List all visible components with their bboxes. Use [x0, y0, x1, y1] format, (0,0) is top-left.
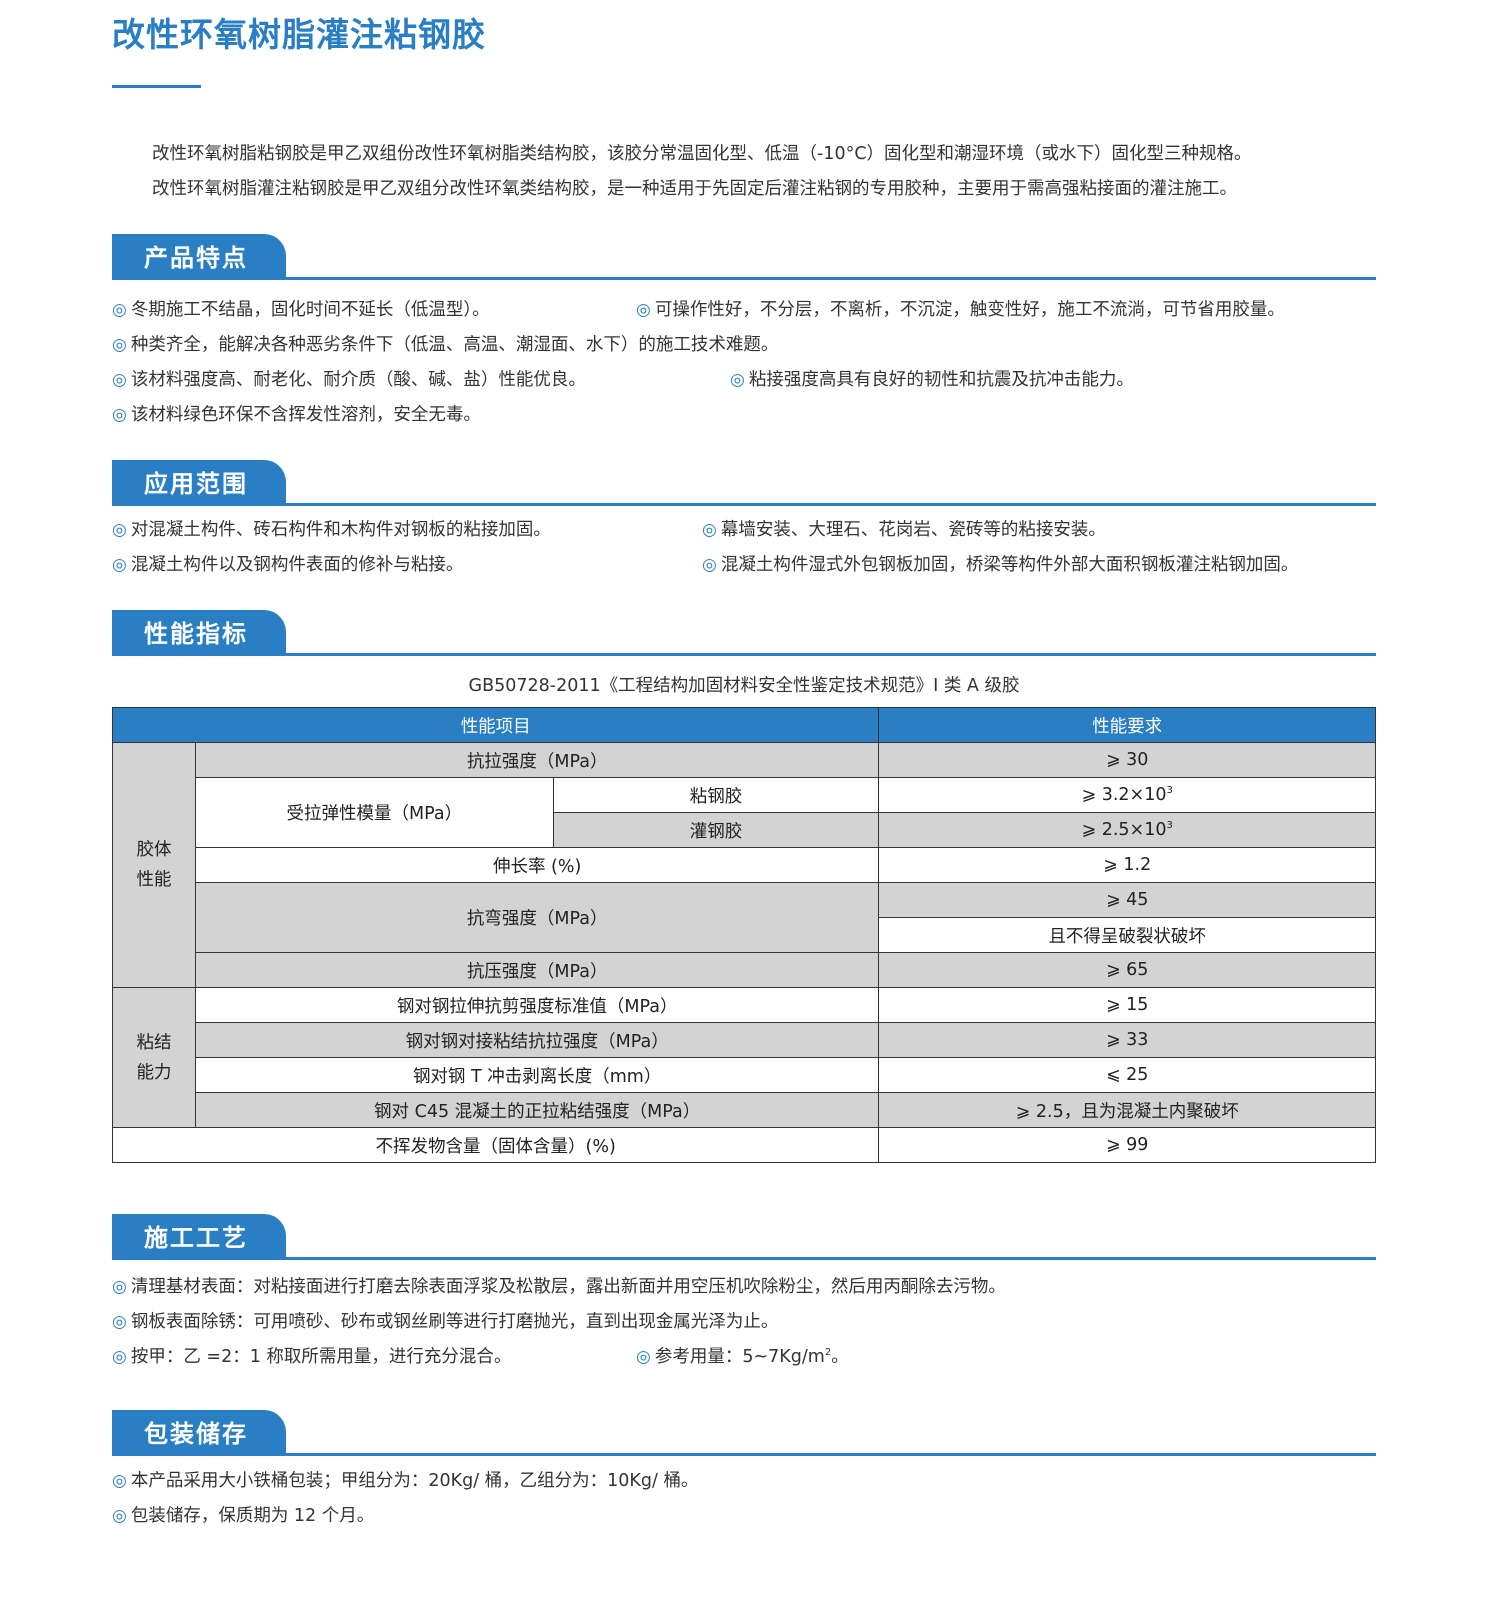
- list-item: ◎ 清理基材表面：对粘接面进行打磨去除表面浮浆及松散层，露出新面并用空压机吹除粉尘…: [112, 1277, 1006, 1297]
- section-header-features: 产品特点: [112, 234, 1376, 280]
- table-header-row: 性能项目 性能要求: [111, 707, 1376, 743]
- bullet-icon: ◎: [112, 520, 127, 540]
- table-row: 抗弯强度（MPa） ⩾ 45: [112, 882, 1376, 953]
- table-row: 胶体 性能 抗拉强度（MPa） ⩾ 30: [112, 742, 1376, 988]
- list-item: ◎ 种类齐全，能解决各种恶劣条件下（低温、高温、潮湿面、水下）的施工技术难题。: [112, 335, 779, 355]
- table-row: 不挥发物含量（固体含量）(%) ⩾ 99: [111, 1127, 1376, 1163]
- page-title: 改性环氧树脂灌注粘钢胶: [112, 15, 486, 54]
- list-item: ◎ 冬期施工不结晶，固化时间不延长（低温型）。: [112, 300, 490, 320]
- list-item: ◎ 包装储存，保质期为 12 个月。: [112, 1506, 375, 1526]
- bullet-icon: ◎: [112, 1347, 127, 1367]
- list-item: ◎ 可操作性好，不分层，不离析，不沉淀，触变性好，施工不流淌，可节省用胶量。: [636, 300, 1285, 320]
- bullet-icon: ◎: [636, 300, 651, 320]
- section-header-packaging: 包装储存: [112, 1410, 1376, 1456]
- list-item: ◎ 按甲：乙 =2：1 称取所需用量，进行充分混合。: [112, 1347, 512, 1367]
- bullet-icon: ◎: [112, 335, 127, 355]
- table-row: 钢对 C45 混凝土的正拉粘结强度（MPa） ⩾ 2.5，且为混凝土内聚破坏: [112, 1092, 1376, 1128]
- list-item: ◎ 参考用量：5~7Kg/m2。: [636, 1347, 849, 1367]
- intro-paragraph-1: 改性环氧树脂粘钢胶是甲乙双组份改性环氧树脂类结构胶，该胶分常温固化型、低温（-1…: [152, 144, 1252, 164]
- table-row: 受拉弹性模量（MPa） 粘钢胶 ⩾ 3.2×103: [113, 777, 1376, 848]
- list-item: ◎ 钢板表面除锈：可用喷砂、砂布或钢丝刷等进行打磨抛光，直到出现金属光泽为止。: [112, 1312, 779, 1332]
- section-title: 包装储存: [112, 1410, 286, 1454]
- section-header-construction: 施工工艺: [112, 1214, 1376, 1260]
- section-title: 施工工艺: [112, 1214, 286, 1258]
- list-item: ◎ 该材料强度高、耐老化、耐介质（酸、碱、盐）性能优良。: [112, 370, 586, 390]
- bullet-icon: ◎: [112, 370, 127, 390]
- table-row: 粘结 能力 钢对钢拉伸抗剪强度标准值（MPa） ⩾ 15: [112, 987, 1376, 1128]
- bullet-icon: ◎: [112, 1277, 127, 1297]
- section-title: 应用范围: [112, 460, 286, 504]
- list-item: ◎ 本产品采用大小铁桶包装；甲组分为：20Kg/ 桶，乙组分为：10Kg/ 桶。: [112, 1471, 699, 1491]
- bullet-icon: ◎: [112, 1471, 127, 1491]
- bullet-icon: ◎: [112, 405, 127, 425]
- table-row: 灌钢胶 ⩾ 2.5×103: [112, 812, 1376, 848]
- table-row: 伸长率 (%) ⩾ 1.2: [113, 847, 1376, 883]
- bullet-icon: ◎: [112, 1312, 127, 1332]
- list-item: ◎ 幕墙安装、大理石、花岗岩、瓷砖等的粘接安装。: [702, 520, 1106, 540]
- bullet-icon: ◎: [636, 1347, 651, 1367]
- bullet-icon: ◎: [702, 555, 717, 575]
- title-underline: [112, 85, 201, 88]
- table-row: 钢对钢 T 冲击剥离长度（mm） ⩽ 25: [113, 1057, 1376, 1093]
- intro-paragraph-2: 改性环氧树脂灌注粘钢胶是甲乙双组分改性环氧类结构胶，是一种适用于先固定后灌注粘钢…: [152, 179, 1237, 199]
- group-label: 胶体 性能: [112, 742, 196, 988]
- bullet-icon: ◎: [702, 520, 717, 540]
- table-caption: GB50728-2011《工程结构加固材料安全性鉴定技术规范》I 类 A 级胶: [468, 676, 1020, 696]
- list-item: ◎ 粘接强度高具有良好的韧性和抗震及抗冲击能力。: [730, 370, 1134, 390]
- table-row: 钢对钢对接粘结抗拉强度（MPa） ⩾ 33: [112, 1022, 1376, 1058]
- list-item: ◎ 该材料绿色环保不含挥发性溶剂，安全无毒。: [112, 405, 481, 425]
- list-item: ◎ 对混凝土构件、砖石构件和木构件对钢板的粘接加固。: [112, 520, 551, 540]
- section-title: 性能指标: [112, 610, 286, 654]
- section-header-performance: 性能指标: [112, 610, 1376, 656]
- list-item: ◎ 混凝土构件以及钢构件表面的修补与粘接。: [112, 555, 464, 575]
- table-row: 抗压强度（MPa） ⩾ 65: [112, 952, 1376, 988]
- section-header-applications: 应用范围: [112, 460, 1376, 506]
- header-item: 性能项目: [111, 707, 880, 743]
- performance-table: 性能项目 性能要求 胶体 性能 抗拉强度（MPa） ⩾ 30 受拉弹性模量（MPa） 粘钢…: [111, 707, 1376, 1163]
- bullet-icon: ◎: [112, 300, 127, 320]
- header-requirement: 性能要求: [878, 707, 1376, 743]
- bullet-icon: ◎: [730, 370, 745, 390]
- group-label: 粘结 能力: [112, 987, 196, 1128]
- bullet-icon: ◎: [112, 1506, 127, 1526]
- section-title: 产品特点: [112, 234, 286, 278]
- bullet-icon: ◎: [112, 555, 127, 575]
- list-item: ◎ 混凝土构件湿式外包钢板加固，桥梁等构件外部大面积钢板灌注粘钢加固。: [702, 555, 1299, 575]
